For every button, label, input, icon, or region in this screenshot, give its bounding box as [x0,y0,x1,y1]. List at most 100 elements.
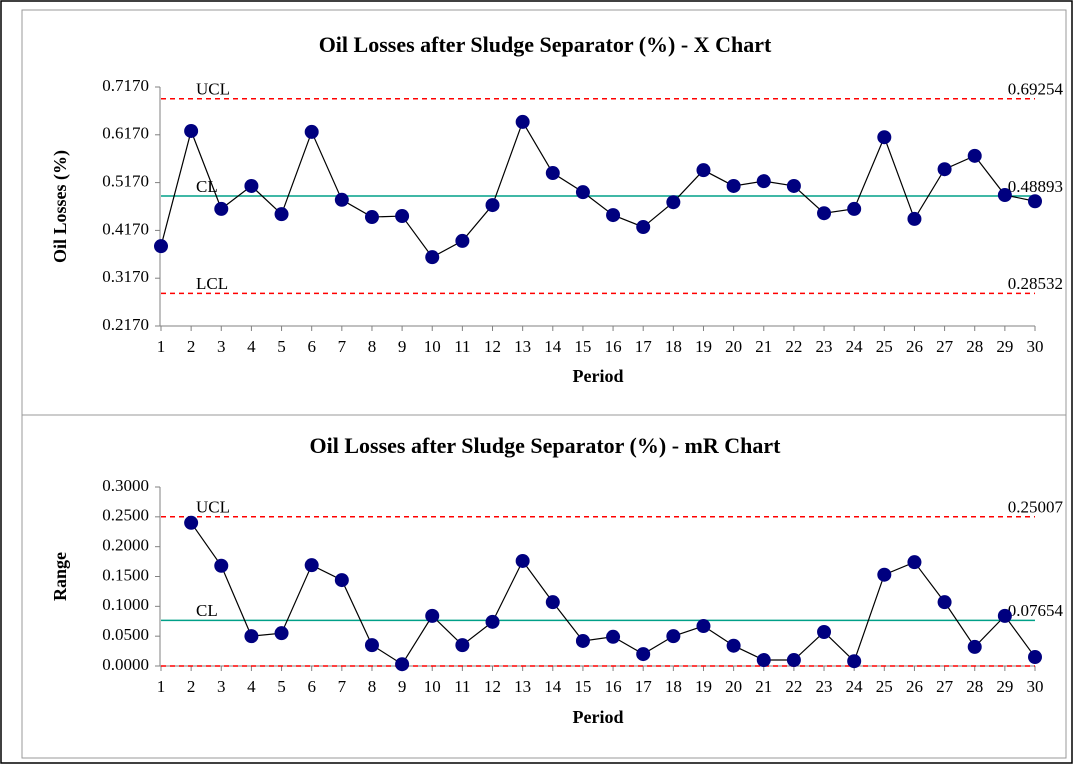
control-line-value: 0.07654 [1008,601,1064,620]
x-tick-label: 24 [846,337,864,356]
x-tick-label: 20 [725,337,742,356]
x-tick-label: 29 [996,337,1013,356]
data-point [485,198,500,213]
data-point [184,515,199,530]
data-point [304,124,319,139]
data-point [786,653,801,668]
data-point [304,558,319,573]
x-tick-label: 3 [217,337,226,356]
x-tick-label: 14 [544,677,562,696]
x-tick-label: 8 [368,337,377,356]
x-tick-label: 19 [695,677,712,696]
x-tick-label: 25 [876,677,893,696]
y-tick-label: 0.7170 [102,76,149,95]
x-tick-label: 21 [755,677,772,696]
data-point [756,653,771,668]
data-point [817,206,832,221]
control-line-label: CL [196,601,218,620]
data-point [937,595,952,610]
data-point [997,608,1012,623]
x-tick-label: 12 [484,677,501,696]
data-point [967,639,982,654]
y-tick-label: 0.3000 [102,476,149,495]
data-point [364,638,379,653]
x-tick-label: 25 [876,337,893,356]
data-point [545,595,560,610]
data-point [1028,194,1042,209]
y-tick-label: 0.2000 [102,536,149,555]
data-point [575,185,590,200]
data-point [364,210,379,225]
data-point [877,130,892,145]
data-point [425,250,440,265]
x-tick-label: 13 [514,677,531,696]
x-tick-label: 26 [906,337,923,356]
x-tick-label: 3 [217,677,226,696]
data-point [937,162,952,177]
x-tick-label: 13 [514,337,531,356]
data-point [997,188,1012,203]
chart-title: Oil Losses after Sludge Separator (%) - … [319,32,772,57]
data-point [214,201,229,216]
y-tick-label: 0.3170 [102,267,149,286]
x-tick-label: 17 [635,677,653,696]
data-point [847,654,862,669]
data-point [756,174,771,189]
data-point [1028,650,1042,665]
x-tick-label: 7 [338,677,347,696]
data-point [786,178,801,193]
y-tick-label: 0.4170 [102,219,149,238]
x-tick-label: 23 [816,677,833,696]
data-point [907,555,922,570]
data-point [244,178,259,193]
data-point [425,608,440,623]
chart-title: Oil Losses after Sludge Separator (%) - … [310,433,782,458]
data-point [485,614,500,629]
data-point [696,619,711,634]
data-point [395,209,410,224]
y-tick-label: 0.2500 [102,506,149,525]
control-line-value: 0.48893 [1008,177,1063,196]
data-point [636,647,651,662]
x-tick-label: 21 [755,337,772,356]
x-tick-label: 18 [665,337,682,356]
series-line [160,120,1036,258]
x-tick-label: 5 [277,677,286,696]
data-point [575,633,590,648]
x-tick-label: 15 [574,677,591,696]
y-tick-label: 0.2170 [102,315,149,334]
x-tick-label: 27 [936,677,954,696]
data-point [696,163,711,178]
x-tick-label: 27 [936,337,954,356]
x-tick-label: 24 [846,677,864,696]
y-axis-label: Oil Losses (%) [50,150,71,263]
x-tick-label: 28 [966,677,983,696]
data-point [606,208,621,223]
data-point [395,657,410,672]
x-tick-label: 16 [605,337,622,356]
x-tick-label: 10 [424,337,441,356]
control-line-label: UCL [196,498,230,517]
x-tick-label: 29 [996,677,1013,696]
x-tick-label: 4 [247,677,256,696]
x-tick-label: 17 [635,337,653,356]
x-tick-label: 26 [906,677,923,696]
x-tick-label: 2 [187,677,196,696]
data-point [606,629,621,644]
x-axis-label: Period [573,707,624,727]
x-tick-label: 15 [574,337,591,356]
data-point [967,148,982,163]
x-tick-label: 6 [307,677,316,696]
data-point [847,201,862,216]
data-point [334,192,349,207]
data-point [274,626,289,641]
control-line-label: UCL [196,80,230,99]
x-tick-label: 23 [816,337,833,356]
y-tick-label: 0.0500 [102,625,149,644]
x-tick-label: 1 [157,677,166,696]
x-tick-label: 9 [398,337,407,356]
data-point [877,567,892,582]
x-tick-label: 16 [605,677,622,696]
data-point [154,239,168,254]
